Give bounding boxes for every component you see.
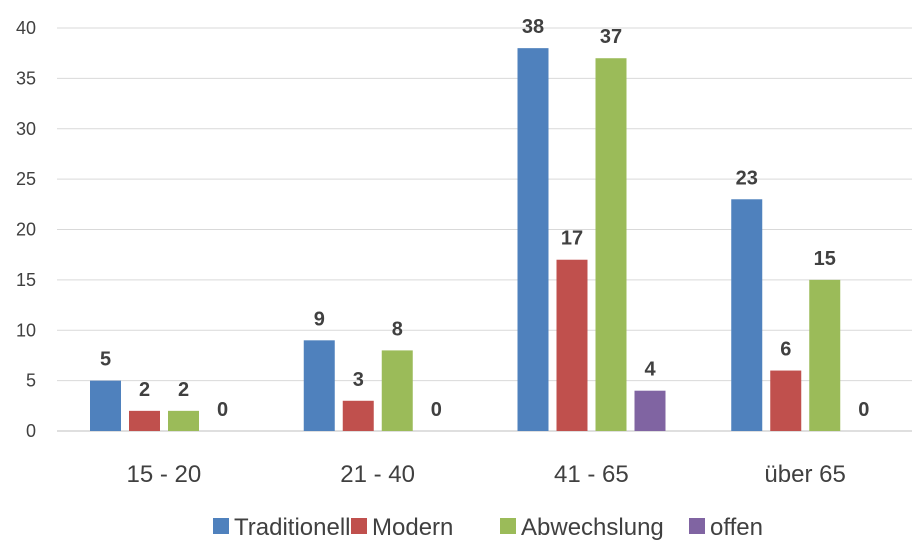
bar: [556, 259, 588, 431]
legend-label: Traditionell: [234, 514, 351, 541]
legend-item: Modern: [351, 514, 453, 541]
bar: [517, 48, 549, 432]
data-label: 3: [353, 369, 364, 391]
bar: [809, 279, 841, 431]
legend-item: offen: [689, 514, 763, 541]
data-label: 23: [736, 167, 758, 189]
y-tick-label: 30: [16, 119, 36, 139]
category-label: 41 - 65: [554, 461, 629, 488]
bar: [168, 410, 199, 431]
data-label: 6: [780, 339, 791, 361]
bar: [381, 350, 413, 431]
data-label: 0: [858, 399, 869, 421]
y-tick-label: 5: [26, 371, 36, 391]
data-label: 37: [600, 26, 622, 48]
y-tick-label: 40: [16, 18, 36, 38]
legend-label: Abwechslung: [521, 514, 664, 541]
legend-item: Abwechslung: [500, 514, 664, 541]
legend-item: Traditionell: [213, 514, 351, 541]
y-tick-label: 35: [16, 68, 36, 88]
legend-swatch: [213, 518, 229, 534]
data-label: 2: [139, 379, 150, 401]
legend-swatch: [500, 518, 516, 534]
gridlines: [57, 27, 912, 432]
bar: [731, 199, 763, 431]
data-label: 9: [314, 308, 325, 330]
bar: [634, 390, 666, 431]
legend-label: offen: [710, 514, 763, 541]
data-label: 17: [561, 228, 583, 250]
category-label: 15 - 20: [127, 461, 202, 488]
data-label: 0: [431, 399, 442, 421]
legend: Traditionell Modern Abwechslung offen: [213, 514, 763, 541]
data-label: 4: [644, 359, 656, 381]
data-label: 8: [392, 318, 403, 340]
category-label: über 65: [764, 461, 845, 488]
y-tick-label: 20: [16, 220, 36, 240]
bar: [342, 400, 374, 431]
bar: [303, 340, 335, 431]
bar: [770, 370, 802, 431]
bars: [90, 48, 841, 432]
legend-swatch: [351, 518, 367, 534]
bar: [90, 380, 121, 431]
data-label: 15: [814, 248, 836, 270]
y-tick-label: 15: [16, 270, 36, 290]
x-axis-categories: 15 - 20 21 - 40 41 - 65 über 65: [127, 461, 846, 488]
data-label: 2: [178, 379, 189, 401]
data-label: 38: [522, 16, 544, 38]
legend-swatch: [689, 518, 705, 534]
y-tick-label: 25: [16, 169, 36, 189]
data-label: 5: [100, 349, 111, 371]
y-tick-label: 0: [26, 421, 36, 441]
category-label: 21 - 40: [340, 461, 415, 488]
bar: [129, 410, 160, 431]
y-axis-ticks: 0 5 10 15 20 25 30 35 40: [16, 18, 36, 441]
legend-label: Modern: [372, 514, 453, 541]
y-tick-label: 10: [16, 320, 36, 340]
data-label: 0: [217, 399, 228, 421]
bar: [595, 58, 627, 431]
